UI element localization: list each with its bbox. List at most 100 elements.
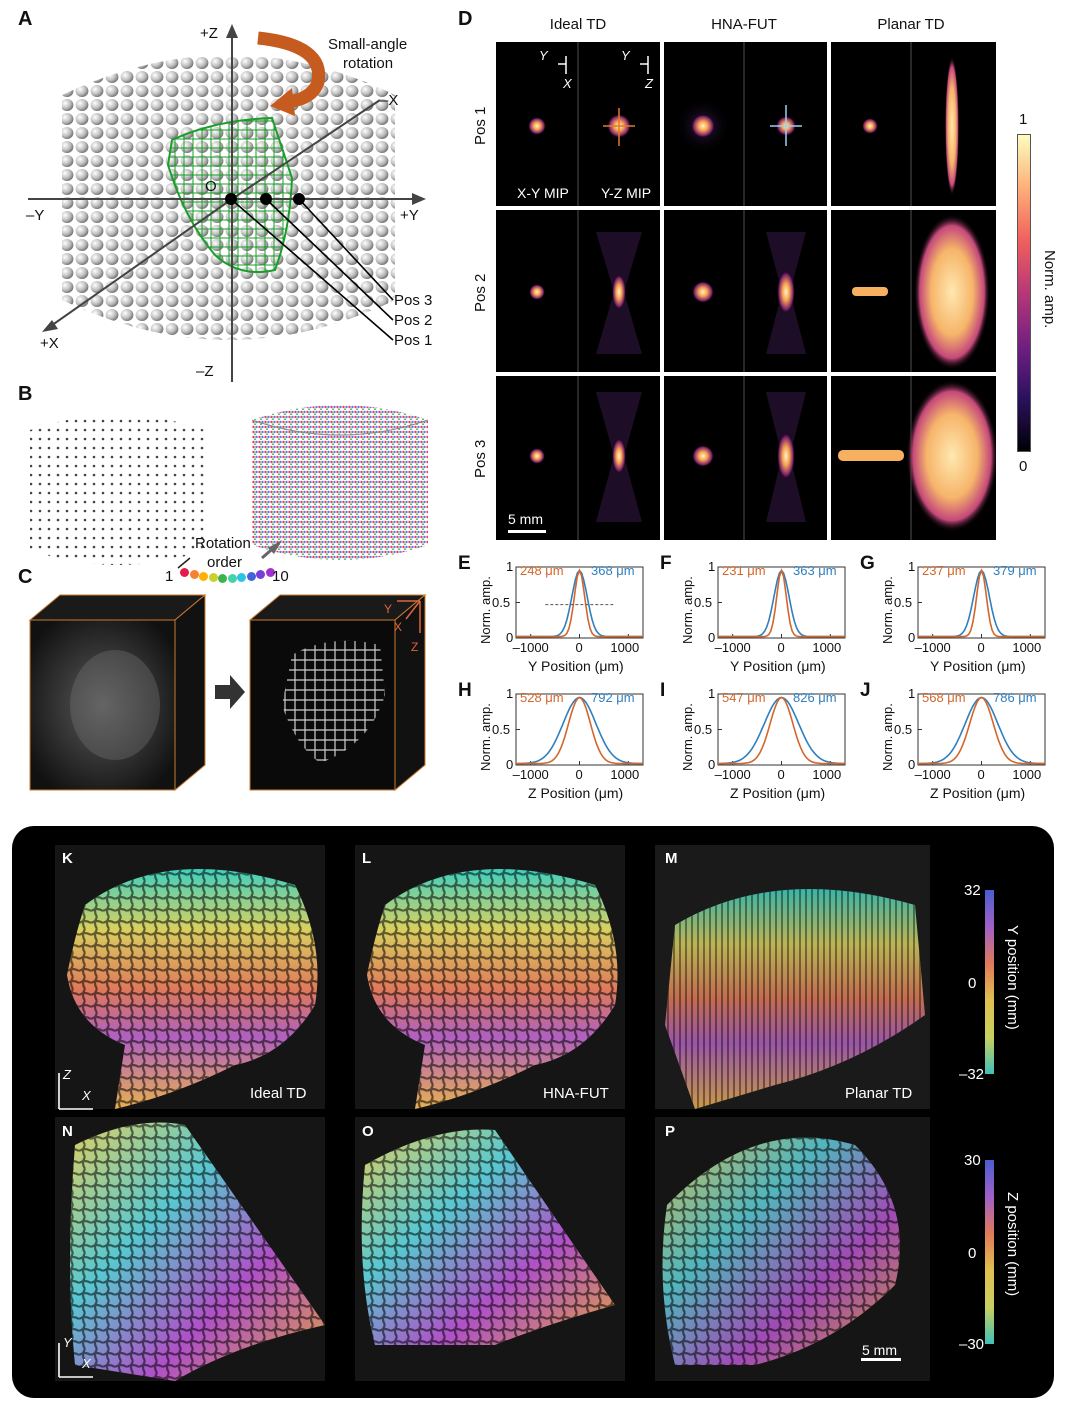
- profile-xlabel: Z Position (μm): [930, 785, 1026, 801]
- axis-label-px: +X: [40, 335, 59, 352]
- fwhm-blue: 786 μm: [993, 690, 1037, 705]
- cbar-y-max: 32: [964, 882, 981, 899]
- profile-xtick: –1000: [714, 767, 751, 782]
- col-heading-ideal: Ideal TD: [549, 16, 607, 33]
- panel-label-c: C: [18, 566, 33, 588]
- profile-xtick: 1000: [1012, 767, 1042, 782]
- dense-array: [252, 405, 428, 560]
- d-scale-bar: [508, 530, 546, 533]
- cbar-z-mid: 0: [968, 1245, 977, 1262]
- line-profile-plot: E Norm. amp. 1 0.5 0 –1000 0 1000 Y Position (μm…: [458, 553, 658, 680]
- profile-xtick: –1000: [714, 640, 751, 655]
- profile-xtick: –1000: [914, 640, 951, 655]
- profile-ytick: 0: [908, 757, 916, 772]
- panel-label-l: L: [362, 850, 372, 867]
- panel-label-k: K: [62, 850, 73, 867]
- k-scale-label: 5 mm: [862, 1342, 897, 1358]
- mip-yz-label: Y-Z MIP: [601, 185, 652, 201]
- m-name: Planar TD: [845, 1085, 913, 1102]
- profile-xlabel: Y Position (μm): [730, 658, 826, 674]
- order-dot: [266, 568, 275, 577]
- k-axis-a: Z: [63, 1067, 71, 1082]
- fwhm-orange: 248 μm: [520, 563, 564, 578]
- axis-label-pz: +Z: [200, 25, 218, 42]
- rotation-order-1: Rotation: [195, 535, 251, 552]
- cbar-y-mid: 0: [968, 975, 977, 992]
- axis-label-py: +Y: [400, 207, 419, 224]
- panel-c-figure: [28, 593, 427, 792]
- profile-ylabel: Norm. amp.: [880, 576, 895, 644]
- y-position-colorbar: [985, 890, 994, 1074]
- fwhm-blue: 379 μm: [993, 563, 1037, 578]
- profile-ytick: 1: [908, 559, 916, 574]
- order-dot: [246, 571, 256, 581]
- line-profile-plot: I Norm. amp. 1 0.5 0 –1000 0 1000 Z Position (μm…: [660, 680, 860, 807]
- sparse-array: [30, 415, 205, 565]
- profile-ytick: 0: [908, 630, 916, 645]
- fwhm-orange: 231 μm: [722, 563, 766, 578]
- profile-xtick: 0: [777, 767, 785, 782]
- profile-xlabel: Y Position (μm): [528, 658, 624, 674]
- glyph2-a: Y: [621, 48, 630, 63]
- profile-xtick: 1000: [1012, 640, 1042, 655]
- rotation-note-1: Small-angle: [328, 36, 408, 53]
- profile-ytick: 1: [506, 686, 514, 701]
- profile-panel-label: H: [458, 680, 472, 701]
- reconstruction-images: [55, 845, 930, 1381]
- fwhm-blue: 826 μm: [793, 690, 837, 705]
- c-axis-x: X: [394, 620, 403, 634]
- profile-ytick: 0: [506, 757, 514, 772]
- k-scale-bar: [861, 1358, 901, 1361]
- profile-ylabel: Norm. amp.: [478, 576, 493, 644]
- k-name: Ideal TD: [250, 1085, 307, 1102]
- panel-a-figure: [28, 24, 426, 382]
- fwhm-orange: 568 μm: [922, 690, 966, 705]
- panel-label-a: A: [18, 8, 33, 30]
- profile-xtick: 0: [977, 640, 985, 655]
- profile-xtick: 0: [575, 767, 583, 782]
- fwhm-orange: 237 μm: [922, 563, 966, 578]
- profile-ytick: 1: [708, 686, 716, 701]
- glyph1-a: Y: [539, 48, 548, 63]
- axis-label-nx: –X: [380, 92, 399, 109]
- profile-xlabel: Z Position (μm): [528, 785, 624, 801]
- profile-xtick: 0: [977, 767, 985, 782]
- profile-xtick: –1000: [512, 640, 549, 655]
- rotation-order-dots: [176, 564, 276, 583]
- profile-xtick: 0: [777, 640, 785, 655]
- profile-ytick: 0: [708, 630, 716, 645]
- profile-ylabel: Norm. amp.: [680, 576, 695, 644]
- panel-label-o: O: [362, 1123, 374, 1140]
- profile-panel-label: J: [860, 680, 871, 701]
- profile-ytick: 1: [908, 686, 916, 701]
- panel-label-m: M: [665, 850, 678, 867]
- arrow-right-icon: [215, 675, 245, 709]
- pos-3-label: Pos 3: [394, 292, 433, 309]
- col-heading-planar: Planar TD: [877, 16, 945, 33]
- row-label-pos3: Pos 3: [472, 439, 489, 478]
- profile-ytick: 0.5: [894, 721, 913, 737]
- cbar-z-label: Z position (mm): [1004, 1192, 1021, 1297]
- profile-ytick: 0: [506, 630, 514, 645]
- rotation-arrow-icon: [257, 31, 326, 109]
- reconstructed-vessels: [282, 640, 385, 763]
- panel-b-figure: [30, 405, 429, 569]
- profile-ylabel: Norm. amp.: [680, 703, 695, 771]
- profile-ytick: 0.5: [492, 594, 511, 610]
- profile-panel-label: E: [458, 553, 471, 574]
- profile-ytick: 0: [708, 757, 716, 772]
- profile-xtick: –1000: [914, 767, 951, 782]
- profile-ytick: 0.5: [492, 721, 511, 737]
- rotation-order-2: order: [207, 554, 243, 571]
- profile-panel-label: F: [660, 553, 672, 574]
- profile-ytick: 0.5: [894, 594, 913, 610]
- fwhm-blue: 792 μm: [591, 690, 635, 705]
- profile-xtick: 1000: [812, 640, 842, 655]
- cbar-max: 1: [1019, 111, 1028, 128]
- amp-colorbar: [1017, 134, 1031, 452]
- profile-ytick: 1: [708, 559, 716, 574]
- pos-1-label: Pos 1: [394, 332, 433, 349]
- row-label-pos1: Pos 1: [472, 106, 489, 145]
- z-position-colorbar: [985, 1160, 994, 1344]
- line-profile-plot: F Norm. amp. 1 0.5 0 –1000 0 1000 Y Position (μm…: [660, 553, 860, 680]
